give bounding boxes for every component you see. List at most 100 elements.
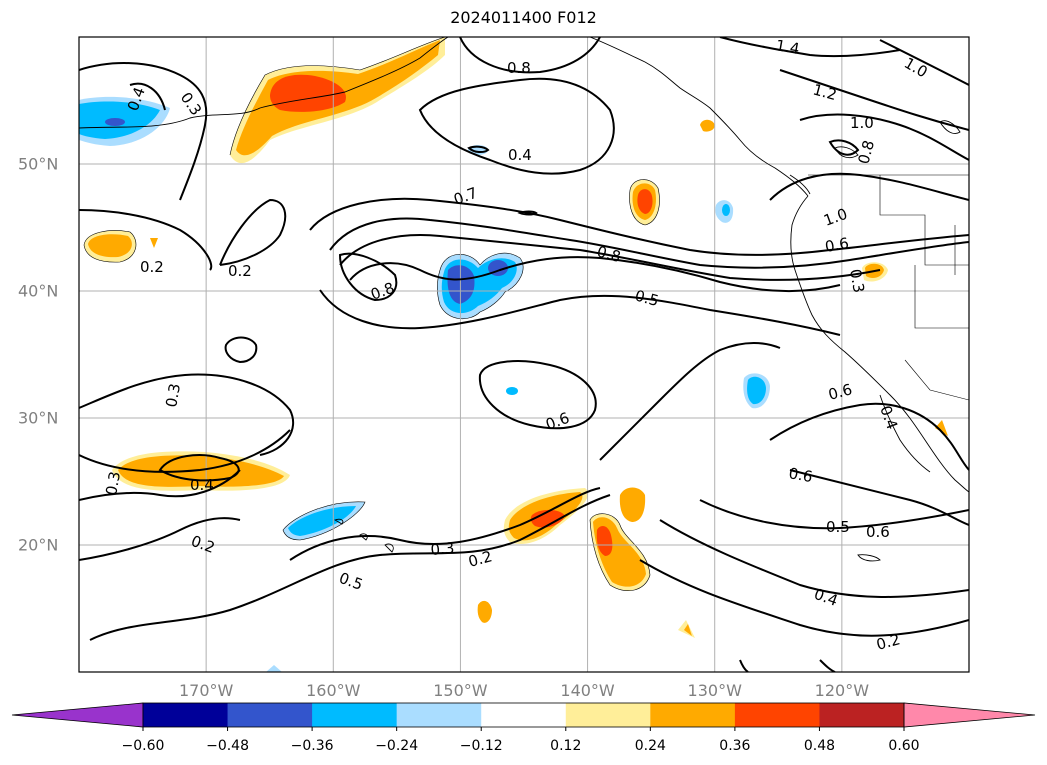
contour-0.4-se	[659, 519, 969, 598]
shade-aleutian-red	[270, 74, 346, 112]
coast-baja	[879, 394, 931, 473]
map-title: 2024011400 F012	[450, 8, 597, 27]
contour-lines	[79, 37, 969, 672]
colorbar-tick-label: 0.12	[550, 738, 582, 754]
contour-label: 0.3	[102, 470, 124, 497]
contour-0.8-jet	[349, 256, 841, 293]
map-plot-area	[79, 37, 969, 672]
contour-0.6-se	[789, 469, 969, 526]
colorbar-tick-label: −0.12	[459, 738, 503, 754]
contour-1.4	[719, 37, 901, 58]
lon-tick-label: 150°W	[433, 681, 488, 700]
coast-alaska-panhandle	[589, 37, 809, 197]
colorbar-segment	[227, 703, 313, 727]
shade-nw-blue-mid	[105, 118, 125, 126]
contour-label: 0.8	[507, 59, 531, 77]
contour-0.2-south	[89, 494, 611, 641]
colorbar-segment	[481, 703, 567, 727]
lon-tick-label: 170°W	[178, 681, 234, 700]
colorbar-segment	[143, 703, 229, 727]
shade-40n-blue-mid	[447, 265, 475, 304]
colorbar-tick-label: 0.36	[719, 738, 751, 754]
contour-0.6-jet	[329, 217, 969, 269]
contour-label: 0.2	[140, 258, 164, 276]
contour-label-group: 1.4 1.2 1.0 1.0 1.0 0.8 0.8 0.8 0.8 0.7 …	[102, 36, 930, 654]
colorbar-tick-label: −0.24	[375, 738, 419, 754]
contour-0.4-coast	[599, 342, 781, 461]
contour-1.0-top	[879, 39, 969, 86]
contour-0.3-west	[79, 373, 295, 456]
contour-label: 0.3	[846, 268, 868, 295]
contour-label: 0.4	[190, 476, 214, 494]
colorbar-segment	[819, 703, 905, 727]
contour-0.3	[289, 487, 601, 561]
lat-tick-label: 30°N	[18, 408, 59, 428]
colorbar-segment	[312, 703, 398, 727]
lat-tick-label: 40°N	[18, 281, 59, 301]
contour-label: 0.6	[824, 234, 851, 256]
coast-hawaii	[333, 518, 394, 553]
colorbar-segment	[565, 703, 651, 727]
lon-tick-label: 160°W	[306, 681, 361, 700]
contour-0.6-loop	[478, 360, 597, 430]
lat-tick-label: 20°N	[18, 535, 59, 555]
colorbar-extend-high	[903, 702, 1036, 728]
contour-0.7-jet	[339, 234, 881, 281]
contour-label: 0.2	[874, 630, 902, 654]
contour-1.0-ne	[769, 172, 969, 201]
contour-label: 0.2	[228, 262, 252, 280]
colorbar	[11, 702, 1036, 731]
contour-label: 0.3	[430, 539, 455, 559]
coast-north-america	[790, 195, 969, 493]
contour-label: 0.3	[162, 382, 184, 409]
colorbar-extend-low	[11, 702, 144, 728]
lon-tick-label: 130°W	[687, 681, 742, 700]
shade-25n-orange	[118, 455, 284, 487]
contour-0.5-se	[699, 499, 969, 530]
colorbar-tick-label: 0.48	[803, 738, 836, 754]
shade-hawaii-blue	[288, 506, 356, 536]
lon-tick-label: 120°W	[814, 681, 870, 700]
gridlines	[79, 37, 969, 672]
contour-0.2-nw	[79, 209, 213, 271]
colorbar-segment	[650, 703, 736, 727]
contour-label: 0.8	[854, 138, 878, 166]
colorbar-tick-label: −0.60	[121, 738, 165, 754]
contour-0.3-nw	[79, 62, 208, 201]
coast-aleutians	[79, 37, 449, 129]
contour-1.2	[779, 69, 969, 131]
colorbar-segment	[396, 703, 482, 727]
contour-label: 1.4	[774, 36, 801, 58]
lat-tick-label: 50°N	[18, 154, 59, 174]
colorbar-border	[142, 702, 905, 728]
colorbar-tick-label: 0.24	[634, 738, 666, 754]
shade-west-orange	[88, 234, 132, 258]
contour-label: 0.6	[826, 380, 854, 404]
contour-1.0-nne	[799, 113, 969, 161]
contour-0.2-se	[639, 559, 969, 637]
colorbar-tick-label: −0.48	[206, 738, 249, 754]
contour-label: 0.5	[826, 518, 850, 536]
contour-0.8-top	[459, 37, 601, 74]
shade-outlines	[83, 37, 660, 592]
contour-0.2-lower	[79, 517, 241, 561]
contour-0.4-loop	[418, 77, 615, 175]
colorbar-segment	[734, 703, 820, 727]
contour-label: 0.8	[595, 242, 623, 266]
map-frame	[78, 36, 970, 673]
coast-vancouver-island	[789, 174, 811, 195]
coastlines	[79, 37, 969, 562]
contour-label: 1.2	[811, 80, 839, 104]
colorbar-tick-label: 0.60	[888, 738, 920, 754]
contour-label: 0.5	[633, 286, 661, 310]
contour-label: 1.0	[850, 114, 874, 132]
contour-0.4-nw	[129, 82, 166, 111]
contour-0.3-west-b	[79, 469, 241, 501]
colorbar-tick-label: −0.36	[290, 738, 334, 754]
contour-label: 0.4	[508, 146, 532, 164]
contour-label: 0.6	[787, 464, 814, 486]
borders	[808, 174, 969, 401]
contour-0.5-jet	[309, 197, 969, 256]
lon-tick-label: 140°W	[560, 681, 615, 700]
